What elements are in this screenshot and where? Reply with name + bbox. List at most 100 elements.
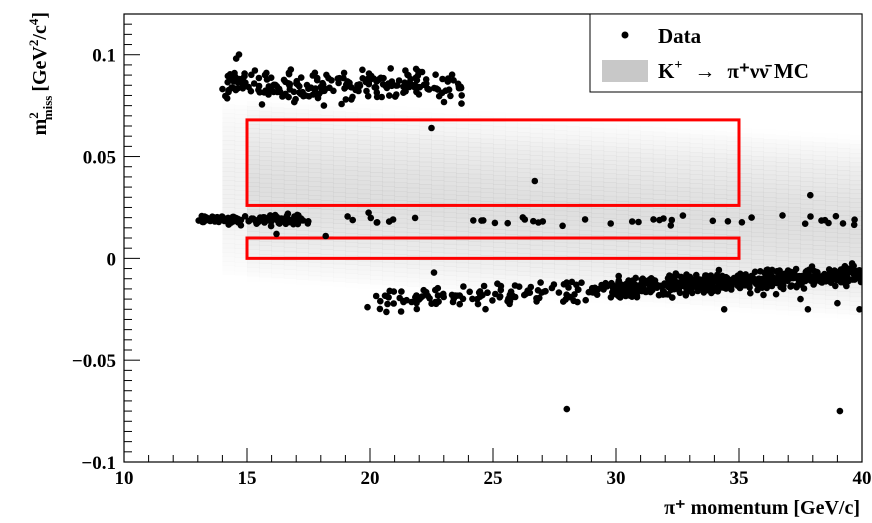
mc-bin	[652, 279, 666, 285]
mc-bin	[296, 180, 309, 186]
data-point	[575, 286, 582, 294]
mc-bin	[296, 109, 309, 114]
mc-bin	[259, 124, 272, 130]
mc-bin	[468, 272, 482, 278]
mc-bin	[517, 163, 531, 169]
mc-bin	[234, 257, 248, 263]
data-point	[440, 98, 448, 106]
mc-bin	[542, 200, 555, 206]
mc-bin	[825, 304, 838, 309]
data-point	[607, 220, 614, 227]
mc-bin	[529, 258, 543, 264]
mc-bin	[283, 157, 297, 163]
mc-bin	[566, 229, 580, 235]
mc-bin	[468, 263, 482, 269]
data-point	[290, 88, 298, 96]
mc-bin	[689, 228, 703, 234]
mc-bin	[554, 139, 568, 144]
mc-bin	[283, 175, 297, 181]
mc-bin	[775, 166, 789, 172]
mc-bin	[554, 170, 568, 176]
mc-bin	[345, 192, 359, 198]
mc-bin	[493, 273, 506, 279]
mc-bin	[357, 225, 371, 230]
mc-bin	[234, 172, 248, 178]
mc-bin	[640, 144, 654, 150]
mc-bin	[468, 178, 482, 184]
mc-bin	[283, 265, 297, 270]
mc-bin	[788, 144, 801, 150]
data-point	[469, 295, 476, 303]
mc-bin	[579, 122, 592, 128]
mc-bin	[628, 152, 641, 158]
mc-bin	[382, 163, 395, 169]
mc-bin	[825, 192, 838, 197]
mc-bin	[689, 210, 703, 216]
mc-bin	[702, 260, 715, 266]
mc-bin	[849, 184, 862, 190]
mc-bin	[493, 148, 506, 154]
mc-bin	[554, 179, 568, 185]
mc-bin	[825, 151, 838, 157]
mc-bin	[406, 201, 420, 207]
mc-bin	[394, 240, 408, 246]
mc-bin	[677, 133, 691, 139]
mc-bin	[247, 119, 260, 125]
mc-bin	[296, 194, 309, 200]
mc-bin	[751, 263, 764, 269]
data-point	[635, 218, 642, 226]
mc-bin	[788, 207, 801, 213]
mc-bin	[234, 194, 248, 200]
mc-bin	[554, 206, 568, 212]
mc-bin	[493, 121, 506, 127]
mc-bin	[308, 172, 322, 178]
mc-bin	[517, 257, 531, 263]
data-point	[391, 93, 399, 100]
mc-bin	[652, 149, 666, 155]
mc-bin	[271, 147, 285, 153]
mc-bin	[320, 267, 334, 273]
mc-bin	[505, 216, 518, 222]
data-point	[413, 292, 420, 300]
mc-bin	[763, 224, 777, 229]
mc-bin	[333, 223, 346, 229]
mc-bin	[259, 111, 272, 117]
mc-bin	[394, 191, 408, 197]
data-point	[738, 219, 746, 226]
mc-bin	[788, 212, 801, 217]
mc-bin	[247, 267, 260, 273]
mc-bin	[320, 191, 334, 197]
data-point	[772, 290, 780, 298]
mc-bin	[775, 224, 789, 230]
mc-bin	[456, 128, 469, 134]
mc-bin	[566, 157, 580, 163]
mc-bin	[812, 164, 826, 170]
mc-bin	[296, 158, 309, 164]
mc-bin	[370, 230, 383, 236]
mc-bin	[689, 187, 703, 193]
mc-bin	[665, 137, 678, 142]
mc-bin	[234, 150, 248, 155]
mc-bin	[517, 181, 531, 187]
mc-bin	[689, 156, 703, 162]
mc-bin	[456, 226, 469, 232]
mc-bin	[480, 250, 494, 256]
data-point	[672, 280, 680, 287]
mc-bin	[665, 190, 678, 196]
data-point	[765, 272, 772, 280]
mc-bin	[628, 206, 641, 212]
mc-bin	[370, 275, 383, 280]
data-point	[376, 305, 384, 313]
mc-bin	[296, 131, 309, 137]
mc-bin	[505, 126, 518, 132]
mc-bin	[259, 263, 272, 269]
mc-bin	[837, 166, 851, 171]
data-point	[775, 275, 782, 283]
data-point	[263, 69, 270, 77]
mc-bin	[751, 294, 764, 300]
mc-bin	[677, 182, 691, 188]
mc-bin	[296, 265, 309, 271]
mc-bin	[394, 160, 408, 166]
mc-bin	[406, 259, 420, 265]
mc-bin	[603, 146, 617, 152]
